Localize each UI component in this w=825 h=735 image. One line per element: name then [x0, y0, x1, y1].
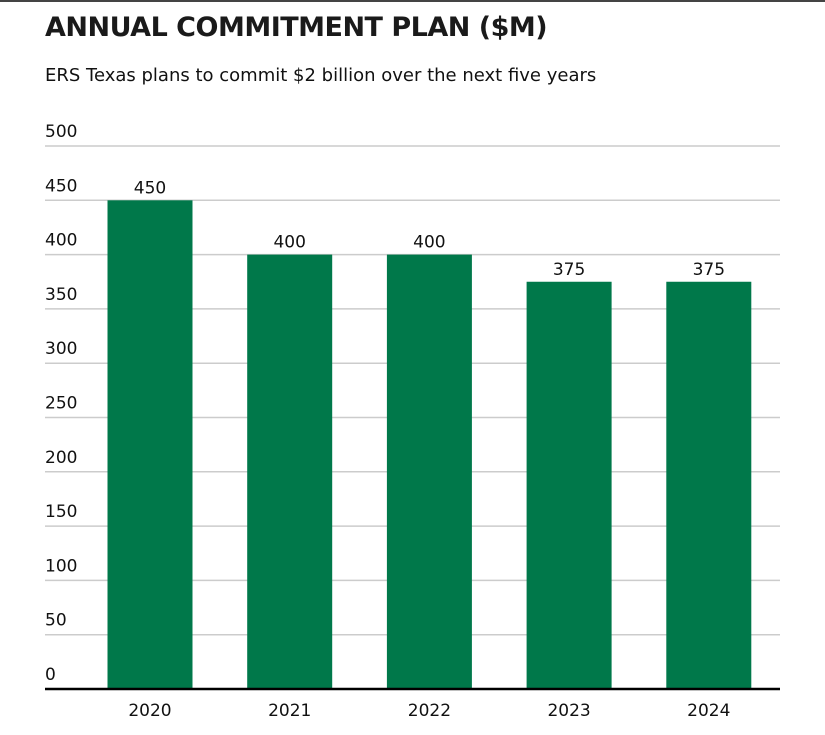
- y-tick-label: 400: [45, 231, 77, 251]
- chart-title: ANNUAL COMMITMENT PLAN ($M): [45, 12, 548, 43]
- bar-2024: [666, 281, 752, 689]
- y-tick-label: 300: [45, 339, 77, 359]
- y-tick-label: 450: [45, 176, 77, 196]
- x-tick-label: 2022: [408, 701, 451, 721]
- y-tick-label: 50: [45, 611, 67, 631]
- data-label: 375: [693, 260, 725, 280]
- top-rule: [0, 0, 825, 2]
- y-tick-label: 150: [45, 502, 77, 522]
- bar-2023: [526, 281, 612, 689]
- y-tick-label: 350: [45, 285, 77, 305]
- y-tick-label: 500: [45, 122, 77, 142]
- y-tick-label: 250: [45, 394, 77, 414]
- data-label: 375: [553, 260, 585, 280]
- x-tick-label: 2020: [128, 701, 171, 721]
- y-tick-label: 0: [45, 665, 56, 685]
- y-tick-label: 100: [45, 556, 77, 576]
- x-tick-label: 2021: [268, 701, 311, 721]
- x-tick-label: 2024: [687, 701, 730, 721]
- data-label: 450: [134, 178, 166, 198]
- x-tick-label: 2023: [547, 701, 590, 721]
- data-label: 400: [273, 233, 305, 253]
- bar-2021: [247, 254, 333, 689]
- y-tick-label: 200: [45, 448, 77, 468]
- bar-2020: [107, 200, 193, 690]
- data-label: 400: [413, 233, 445, 253]
- chart-subtitle: ERS Texas plans to commit $2 billion ove…: [45, 65, 597, 86]
- bar-2022: [386, 254, 472, 689]
